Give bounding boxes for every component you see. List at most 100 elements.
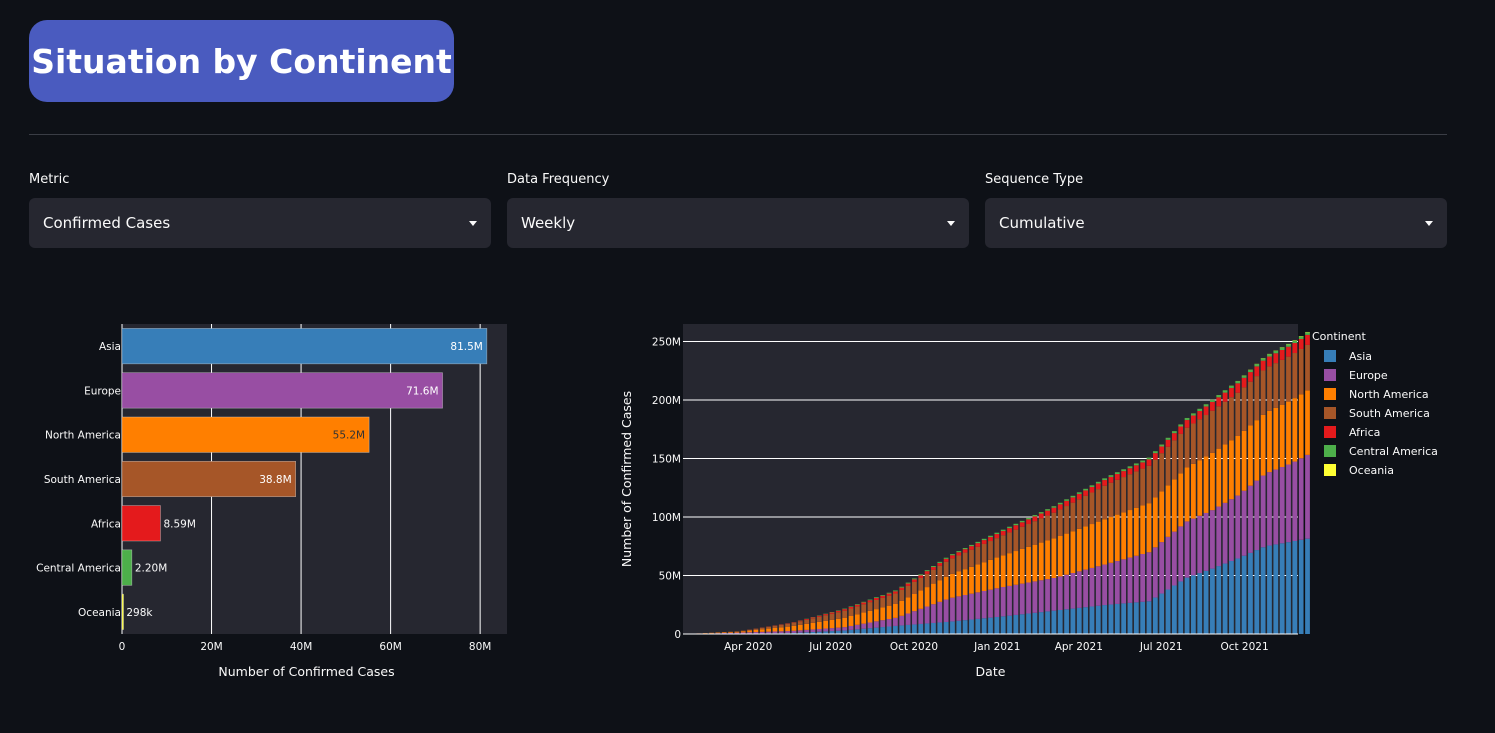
legend-swatch	[1324, 426, 1336, 438]
segment-north-america	[1076, 528, 1082, 572]
segment-asia	[1222, 563, 1228, 634]
segment-europe	[1279, 467, 1285, 544]
segment-europe	[728, 632, 733, 634]
segment-central-america	[1159, 444, 1165, 447]
category-label: Africa	[91, 518, 121, 530]
segment-south-america	[956, 555, 962, 572]
segment-asia	[1083, 607, 1088, 634]
segment-south-america	[804, 619, 810, 624]
segment-europe	[1171, 531, 1177, 586]
x-tick-label: Apr 2021	[1055, 641, 1103, 653]
segment-europe	[931, 604, 936, 623]
segment-south-america	[1165, 446, 1171, 486]
metric-select[interactable]: Confirmed Cases	[29, 198, 491, 248]
segment-europe	[1127, 557, 1133, 603]
segment-europe	[1019, 583, 1025, 615]
segment-central-america	[1019, 520, 1025, 523]
segment-central-america	[905, 582, 911, 584]
data-label: 2.20M	[135, 563, 167, 575]
segment-north-america	[848, 615, 854, 626]
segment-north-america	[962, 569, 968, 596]
segment-europe	[1222, 502, 1228, 564]
segment-north-america	[1019, 548, 1025, 584]
legend-entry: Asia	[1349, 350, 1372, 363]
segment-north-america	[899, 600, 905, 616]
segment-africa	[1267, 356, 1272, 367]
segment-asia	[1305, 538, 1310, 634]
segment-africa	[829, 612, 835, 614]
x-tick-label: 80M	[469, 641, 491, 653]
segment-asia	[1013, 614, 1019, 634]
divider	[29, 134, 1447, 135]
segment-europe	[1102, 564, 1108, 606]
segment-central-america	[880, 595, 886, 596]
segment-asia	[956, 620, 962, 634]
segment-north-america	[1102, 519, 1108, 565]
y-axis-title: Number of Confirmed Cases	[619, 391, 634, 567]
segment-central-america	[1133, 463, 1139, 466]
segment-africa	[1000, 531, 1006, 536]
segment-south-america	[1229, 397, 1234, 441]
segment-central-america	[975, 541, 981, 544]
segment-europe	[778, 631, 784, 634]
segment-europe	[829, 628, 835, 632]
segment-asia	[835, 630, 841, 634]
segment-north-america	[816, 621, 822, 629]
category-label: Europe	[84, 385, 121, 397]
segment-africa	[1286, 346, 1291, 357]
segment-asia	[918, 623, 924, 634]
segment-europe	[1203, 512, 1209, 571]
stacked-bars	[690, 331, 1310, 634]
segment-north-america	[1305, 390, 1310, 455]
segment-europe	[886, 619, 892, 627]
segment-asia	[1286, 542, 1291, 634]
sequence-select[interactable]: Cumulative	[985, 198, 1447, 248]
segment-europe	[1159, 542, 1165, 594]
segment-north-america	[734, 631, 740, 633]
segment-africa	[823, 614, 829, 616]
segment-europe	[912, 611, 917, 625]
segment-europe	[772, 631, 778, 634]
segment-africa	[1216, 397, 1222, 407]
frequency-select[interactable]: Weekly	[507, 198, 969, 248]
continent-bar-chart[interactable]: 0 20M 40M 60M 80M Asia 81.5M Europe 71.6M North A…	[0, 300, 560, 700]
segment-africa	[1045, 510, 1050, 516]
segment-europe	[1083, 569, 1088, 608]
segment-south-america	[1248, 381, 1253, 426]
segment-north-america	[804, 623, 810, 630]
segment-central-america	[1203, 404, 1209, 407]
segment-europe	[1026, 582, 1031, 614]
segment-south-america	[1102, 485, 1108, 520]
segment-africa	[1203, 406, 1209, 416]
segment-central-america	[1273, 350, 1279, 354]
segment-central-america	[1007, 526, 1012, 529]
segment-asia	[1108, 604, 1114, 634]
segment-europe	[734, 632, 740, 634]
segment-central-america	[994, 532, 1000, 535]
segment-north-america	[1127, 510, 1133, 558]
segment-europe	[867, 622, 873, 629]
segment-asia	[797, 632, 803, 634]
segment-asia	[1133, 602, 1139, 634]
segment-south-america	[1076, 499, 1082, 529]
segment-africa	[867, 600, 873, 603]
segment-europe	[823, 628, 829, 632]
segment-central-america	[1070, 495, 1076, 498]
segment-south-america	[1013, 529, 1019, 552]
segment-africa	[1273, 353, 1279, 364]
segment-south-america	[835, 612, 841, 619]
segment-africa	[842, 609, 848, 611]
segment-north-america	[1000, 555, 1006, 588]
segment-north-america	[1108, 516, 1114, 563]
timeline-stacked-bar-chart[interactable]: 0 50M 100M 150M 200M 250M Apr 2020 Jul 2020 Oct …	[600, 300, 1495, 700]
segment-south-america	[1298, 348, 1304, 395]
segment-europe	[721, 632, 727, 634]
segment-europe	[1254, 480, 1260, 551]
category-label: Central America	[36, 563, 121, 575]
segment-south-america	[1203, 415, 1209, 457]
segment-central-america	[918, 574, 924, 576]
data-label: 38.8M	[259, 474, 291, 486]
segment-europe	[1108, 562, 1114, 605]
segment-central-america	[1152, 451, 1158, 454]
segment-south-america	[810, 618, 816, 623]
